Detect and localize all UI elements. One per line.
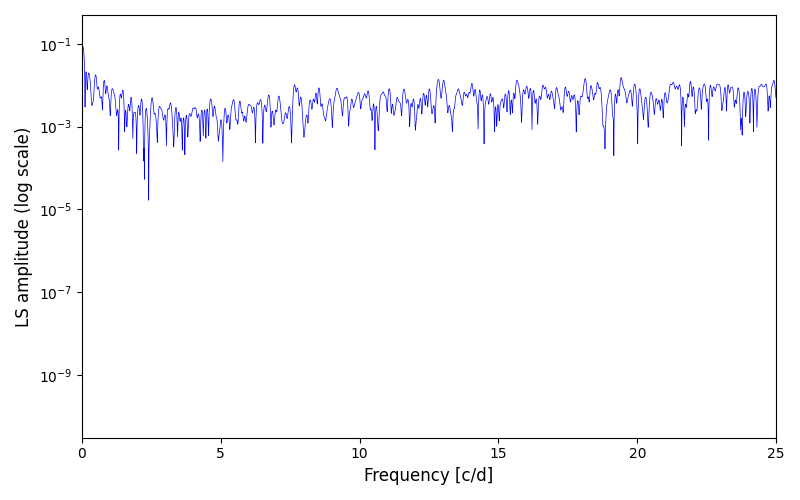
Y-axis label: LS amplitude (log scale): LS amplitude (log scale) (15, 126, 33, 326)
X-axis label: Frequency [c/d]: Frequency [c/d] (364, 467, 494, 485)
